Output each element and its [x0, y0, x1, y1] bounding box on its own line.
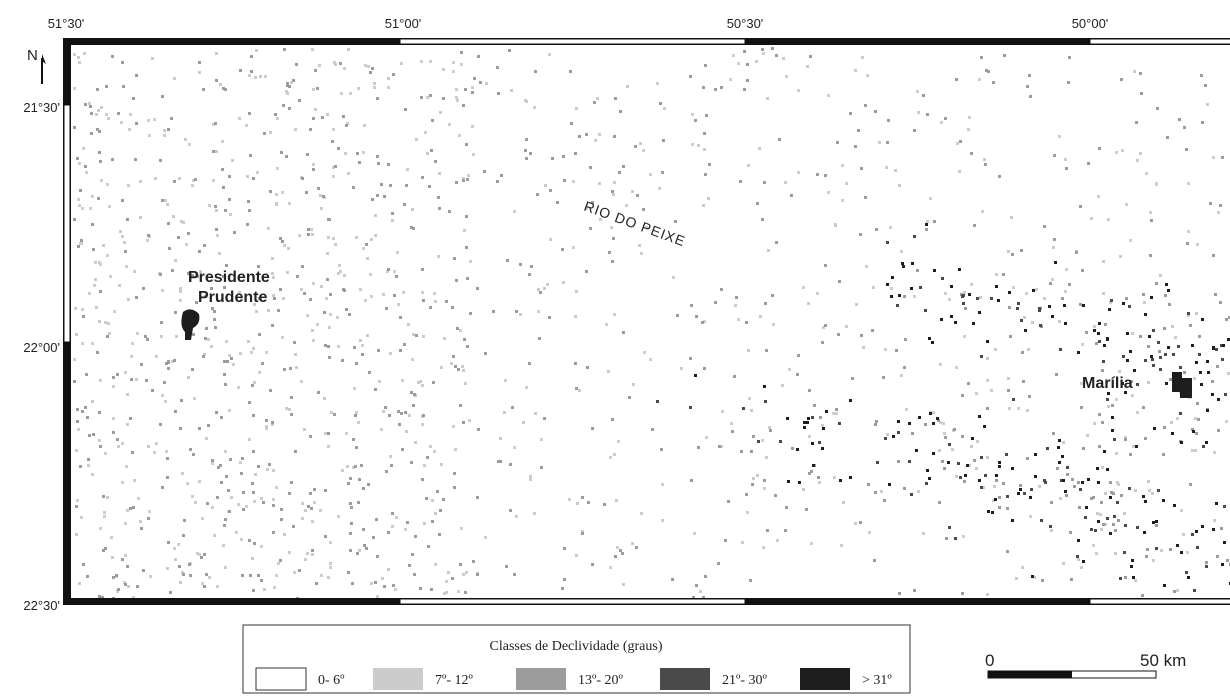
- legend-label: 0- 6º: [318, 673, 345, 688]
- scale-bar: [987, 670, 1157, 679]
- lon-label: 51°30': [48, 16, 85, 31]
- city-blob: [181, 309, 200, 340]
- lat-label: 22°30': [23, 598, 60, 613]
- city-blob: [1172, 372, 1192, 398]
- slope-texture: [73, 47, 1230, 600]
- legend-swatch: [660, 668, 710, 690]
- legend-box: [242, 624, 911, 694]
- north-arrow: [41, 54, 46, 84]
- legend-title: Classes de Declividade (graus): [490, 639, 663, 654]
- lat-label: 21°30': [23, 100, 60, 115]
- legend-label: 13º- 20º: [578, 673, 624, 688]
- lat-label: 22°00': [23, 340, 60, 355]
- legend-swatch: [516, 668, 566, 690]
- lon-label: 50°00': [1072, 16, 1109, 31]
- legend-label: 7º- 12º: [435, 673, 474, 688]
- place-label: Marília: [1082, 375, 1133, 392]
- texture-dots: [73, 48, 1230, 599]
- legend-swatch: [800, 668, 850, 690]
- legend-label: 21º- 30º: [722, 673, 768, 688]
- north-label: N: [27, 47, 38, 64]
- lon-label: 50°30': [727, 16, 764, 31]
- place-label: Prudente: [198, 289, 267, 306]
- scale-end: 50 km: [1140, 651, 1186, 670]
- river-label: RIO DO PEIXE: [582, 198, 688, 250]
- frame: [63, 38, 1230, 605]
- texture-dots: [694, 223, 1230, 587]
- place-label: Presidente: [188, 269, 270, 286]
- legend-items: 0- 6º 7º- 12º 13º- 20º 21º- 30º > 31º: [255, 667, 892, 691]
- legend-swatch: [373, 668, 423, 690]
- scale-start: 0: [985, 651, 994, 670]
- lon-label: 51°00': [385, 16, 422, 31]
- legend-label: > 31º: [862, 673, 892, 688]
- texture-dots: [656, 235, 1227, 592]
- texture-dots: [73, 47, 1230, 600]
- legend-swatch: [255, 667, 307, 691]
